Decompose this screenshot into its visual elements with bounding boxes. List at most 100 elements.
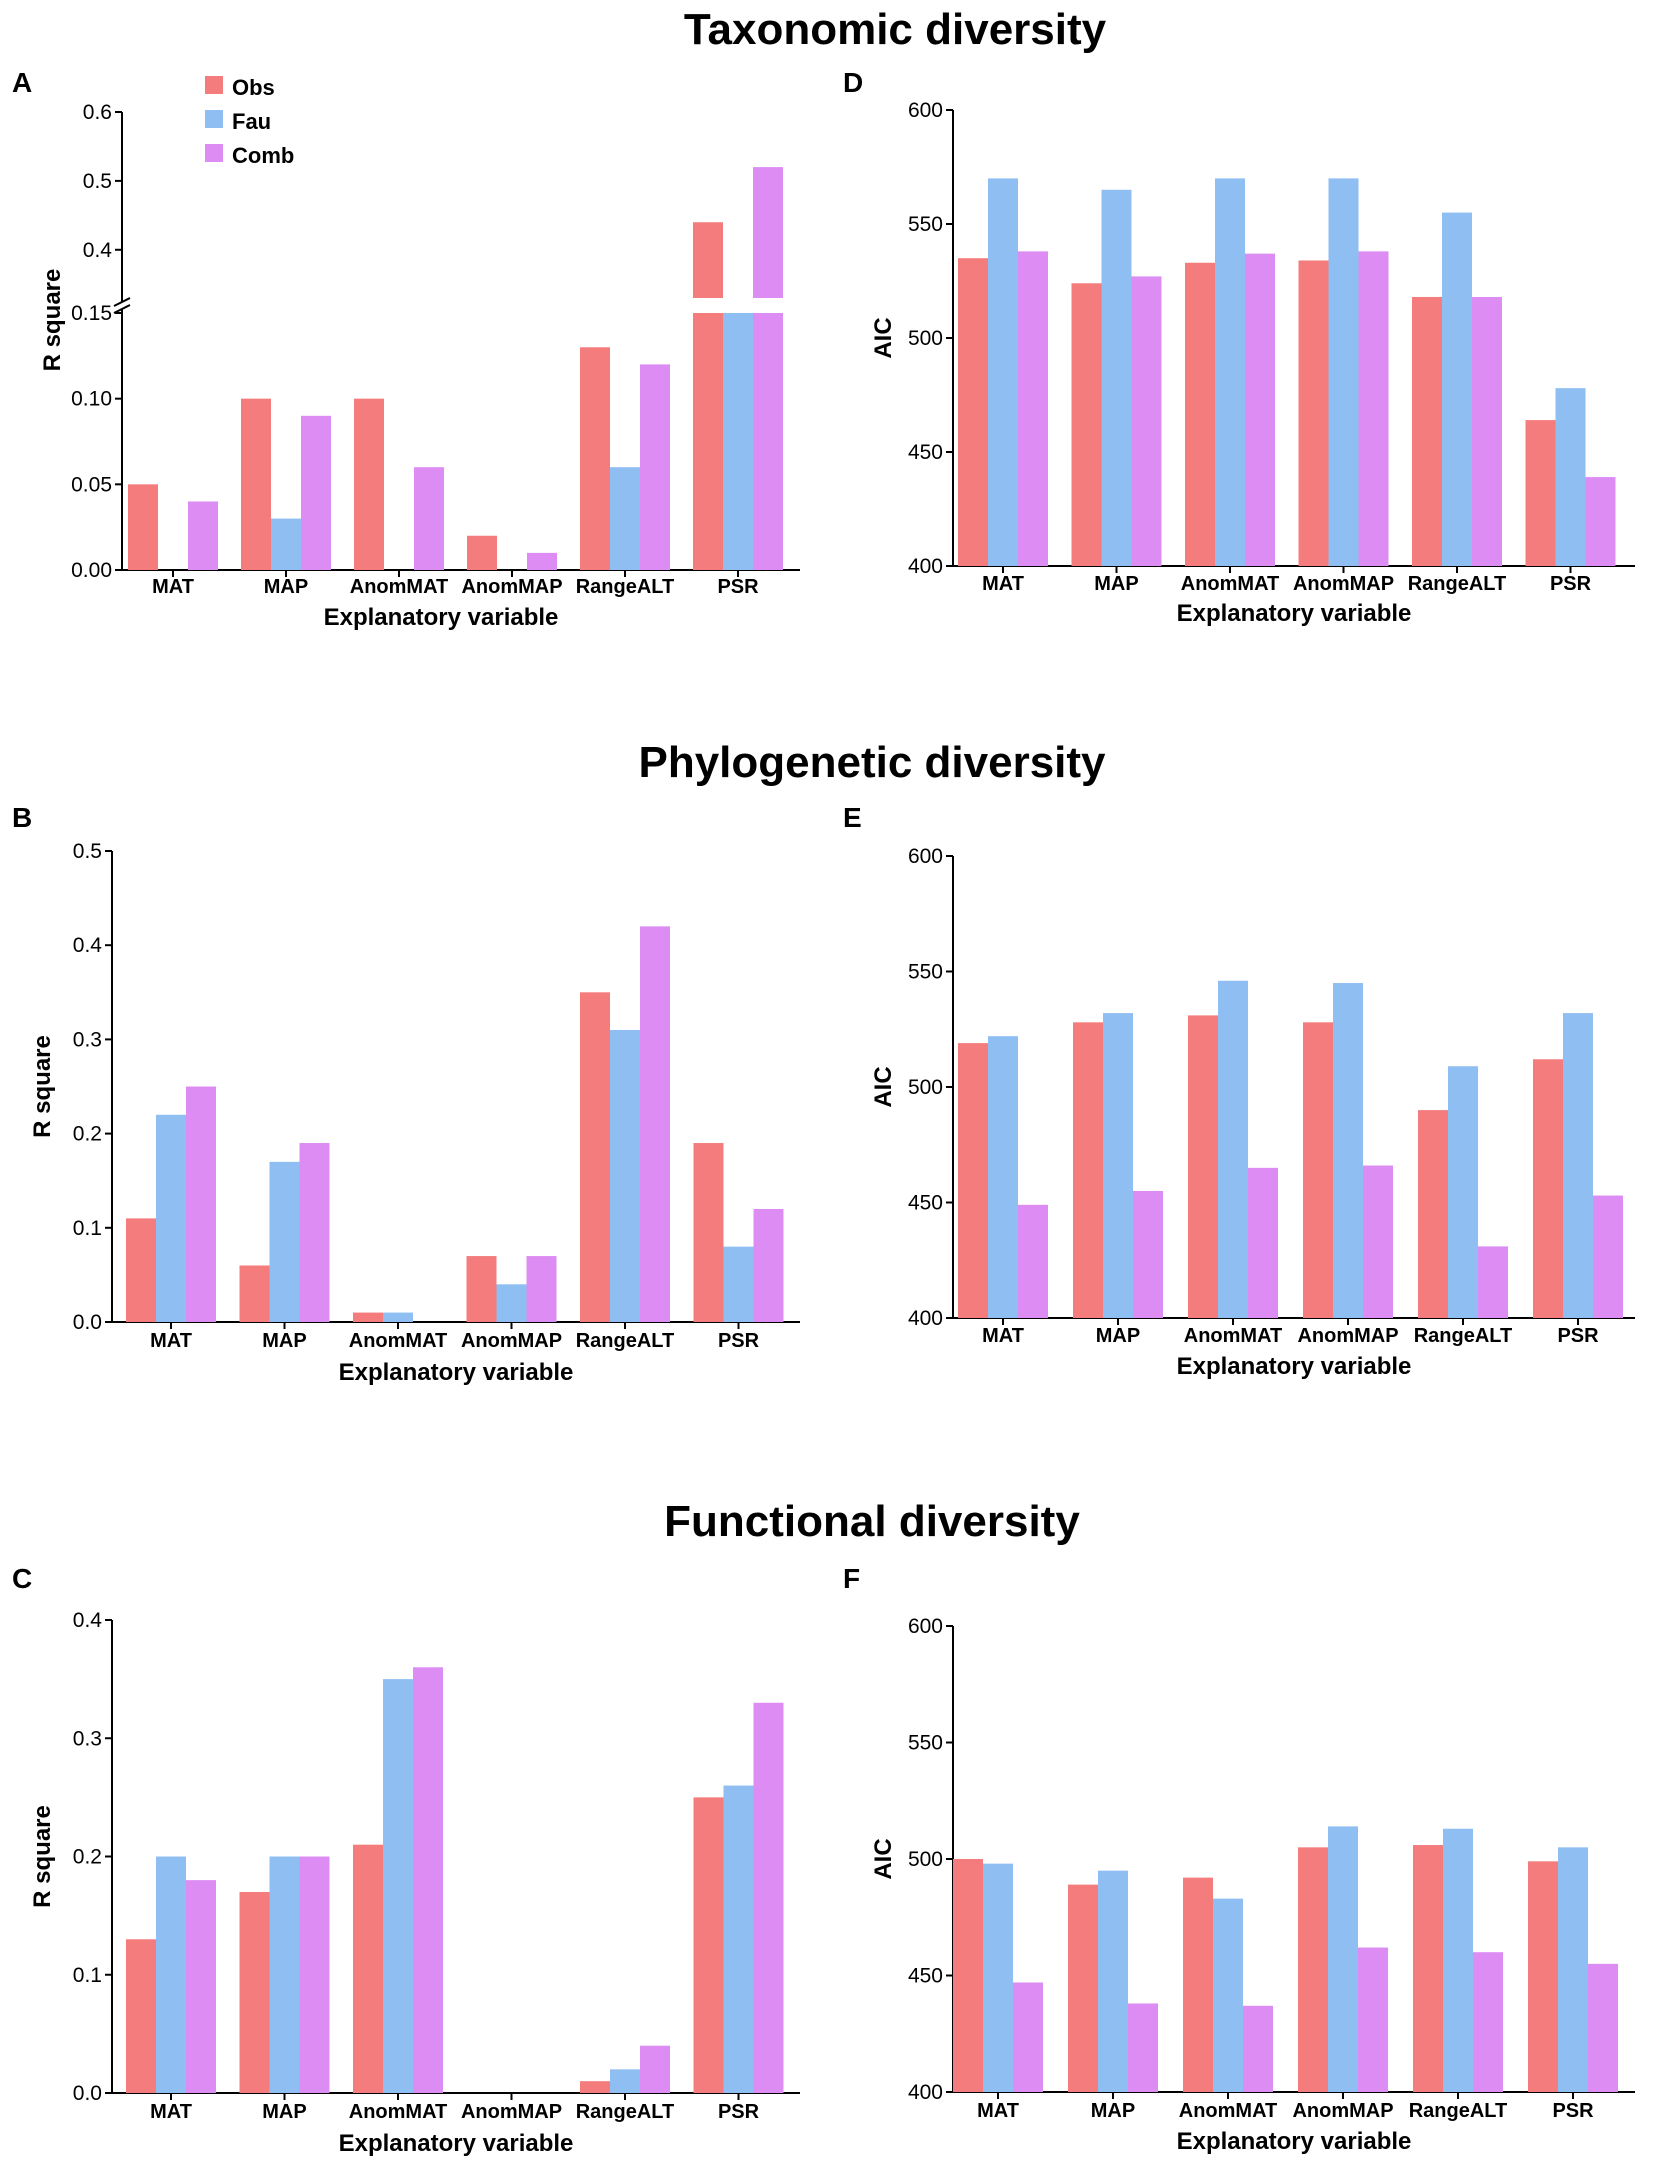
bar-A-AnomMAT-Comb xyxy=(414,467,444,570)
bar-D-AnomMAT-Obs xyxy=(1185,262,1215,566)
x-tick-label-F-MAT: MAT xyxy=(977,2100,1019,2122)
bar-C-PSR-Comb xyxy=(753,1702,784,2093)
bar-A-AnomMAP-Comb xyxy=(527,552,557,570)
x-tick-label-B-AnomMAT: AnomMAT xyxy=(349,1330,448,1352)
y-tick-label-E: 550 xyxy=(908,961,943,984)
x-tick-label-B-AnomMAP: AnomMAP xyxy=(461,1330,562,1352)
y-tick-label-C: 0.2 xyxy=(73,1846,102,1869)
y-axis-title-C: R square xyxy=(29,1805,56,1908)
bar-D-RangeALT-Fau xyxy=(1442,212,1472,566)
bar-F-MAP-Comb xyxy=(1128,2003,1158,2092)
x-axis-title-C: Explanatory variable xyxy=(339,2130,574,2157)
bar-F-AnomMAT-Comb xyxy=(1243,2005,1273,2092)
y-tick-label-D: 450 xyxy=(908,441,943,464)
x-tick-label-A-AnomMAT: AnomMAT xyxy=(350,576,449,598)
x-tick-label-D-MAP: MAP xyxy=(1094,573,1138,595)
bar-F-MAP-Obs xyxy=(1068,1884,1098,2092)
x-axis-title-F: Explanatory variable xyxy=(1177,2128,1412,2155)
panel-letter-B: B xyxy=(12,802,32,833)
bar-B-MAT-Fau xyxy=(156,1114,186,1322)
x-axis-title-D: Explanatory variable xyxy=(1177,600,1412,627)
bar-D-AnomMAT-Fau xyxy=(1215,178,1245,566)
bar-B-PSR-Obs xyxy=(693,1143,724,1322)
bar-B-MAP-Fau xyxy=(269,1161,300,1322)
y-tick-label-B: 0.0 xyxy=(73,1311,102,1334)
y-tick-label-D: 400 xyxy=(908,555,943,578)
x-tick-label-E-MAT: MAT xyxy=(982,1325,1024,1347)
bar-F-AnomMAP-Obs xyxy=(1298,1847,1328,2092)
x-tick-label-F-PSR: PSR xyxy=(1552,2100,1594,2122)
y-tick-label-D: 550 xyxy=(908,213,943,236)
bar-A-MAT-Comb xyxy=(188,501,218,570)
panel-letter-E: E xyxy=(843,802,862,833)
bar-E-AnomMAP-Fau xyxy=(1333,983,1363,1318)
bar-C-RangeALT-Fau xyxy=(610,2069,640,2093)
x-axis-title-A: Explanatory variable xyxy=(324,604,559,631)
bar-A-RangeALT-Comb xyxy=(640,364,670,570)
x-tick-label-C-MAT: MAT xyxy=(150,2101,192,2123)
y-tick-label-C: 0.1 xyxy=(73,1964,102,1987)
bar-A-AnomMAT-Obs xyxy=(354,398,384,570)
bar-E-AnomMAP-Comb xyxy=(1363,1165,1393,1318)
x-tick-label-C-AnomMAT: AnomMAT xyxy=(349,2101,448,2123)
bar-B-RangeALT-Obs xyxy=(580,992,610,1322)
y-tick-label-C: 0.4 xyxy=(73,1609,103,1632)
bar-A-PSR-Obs-upper xyxy=(693,222,723,298)
x-tick-label-B-MAT: MAT xyxy=(150,1330,192,1352)
bar-D-MAP-Obs xyxy=(1071,283,1102,566)
bar-B-AnomMAP-Fau xyxy=(496,1284,527,1322)
legend-label-obs: Obs xyxy=(232,75,275,100)
bar-F-PSR-Obs xyxy=(1528,1861,1558,2092)
bar-C-MAT-Obs xyxy=(126,1939,156,2093)
x-tick-label-C-MAP: MAP xyxy=(262,2101,306,2123)
bar-C-RangeALT-Obs xyxy=(580,2081,610,2093)
x-tick-label-D-RangeALT: RangeALT xyxy=(1408,573,1507,595)
row-title-functional: Functional diversity xyxy=(664,1497,1080,1546)
x-tick-label-F-AnomMAT: AnomMAT xyxy=(1179,2100,1278,2122)
bar-E-AnomMAP-Obs xyxy=(1303,1022,1333,1318)
y-tick-label-F: 600 xyxy=(908,1615,943,1638)
bar-B-MAT-Comb xyxy=(186,1086,216,1322)
x-tick-label-C-RangeALT: RangeALT xyxy=(576,2101,675,2123)
y-axis-title-A: R square xyxy=(39,269,66,372)
y-tick-label-F: 450 xyxy=(908,1965,943,1988)
y-tick-label-A: 0.10 xyxy=(71,388,112,411)
y-tick-label-C: 0.3 xyxy=(73,1727,102,1750)
bar-B-PSR-Fau xyxy=(723,1246,754,1322)
bar-A-MAP-Comb xyxy=(301,415,331,570)
bar-A-RangeALT-Fau xyxy=(610,467,640,570)
bar-E-RangeALT-Comb xyxy=(1478,1246,1508,1318)
x-tick-label-E-AnomMAT: AnomMAT xyxy=(1184,1325,1283,1347)
panel-letter-A: A xyxy=(12,67,32,98)
axis-break-mark-A xyxy=(113,304,131,314)
bar-D-RangeALT-Obs xyxy=(1412,296,1442,566)
y-tick-label-B: 0.1 xyxy=(73,1217,102,1240)
bar-E-AnomMAT-Obs xyxy=(1188,1015,1218,1318)
y-tick-label-A: 0.05 xyxy=(71,473,112,496)
bar-F-RangeALT-Fau xyxy=(1443,1828,1473,2092)
bar-C-MAP-Fau xyxy=(269,1856,300,2093)
y-axis-title-B: R square xyxy=(29,1035,56,1138)
bar-F-AnomMAP-Fau xyxy=(1328,1826,1358,2092)
y-axis-title-F: AIC xyxy=(870,1838,897,1879)
y-tick-label-B: 0.3 xyxy=(73,1028,102,1051)
bar-A-PSR-Fau xyxy=(723,313,753,570)
x-tick-label-D-AnomMAT: AnomMAT xyxy=(1181,573,1280,595)
bar-D-PSR-Obs xyxy=(1525,420,1556,566)
x-tick-label-D-PSR: PSR xyxy=(1550,573,1592,595)
bar-C-AnomMAT-Comb xyxy=(413,1667,443,2093)
bar-B-AnomMAP-Comb xyxy=(526,1256,557,1322)
y-tick-label-E: 400 xyxy=(908,1307,943,1330)
bar-D-RangeALT-Comb xyxy=(1472,296,1502,566)
bar-F-AnomMAP-Comb xyxy=(1358,1947,1388,2092)
x-tick-label-D-AnomMAP: AnomMAP xyxy=(1293,573,1394,595)
bar-E-AnomMAT-Fau xyxy=(1218,980,1248,1318)
bar-F-MAT-Obs xyxy=(953,1859,983,2092)
bar-D-MAT-Fau xyxy=(988,178,1018,566)
bar-D-MAP-Fau xyxy=(1101,189,1132,567)
legend-swatch-obs xyxy=(205,76,223,94)
bar-A-MAT-Obs xyxy=(128,484,158,570)
bar-F-MAT-Fau xyxy=(983,1863,1013,2092)
bar-F-RangeALT-Comb xyxy=(1473,1952,1503,2092)
